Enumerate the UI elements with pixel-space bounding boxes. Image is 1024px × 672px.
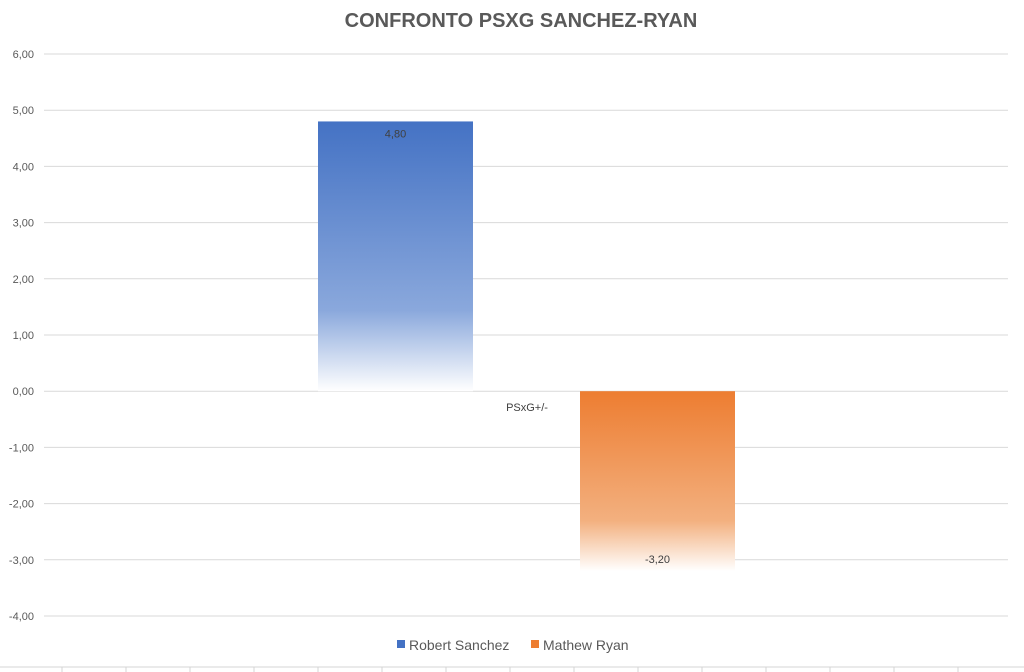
legend: Robert Sanchez Mathew Ryan — [397, 637, 629, 653]
data-labels: 4,80 -3,20 — [385, 128, 670, 566]
bars — [318, 121, 735, 572]
y-tick-label: 4,00 — [13, 161, 34, 173]
bar-robert-sanchez[interactable] — [318, 121, 473, 392]
legend-item-robert-sanchez[interactable]: Robert Sanchez — [397, 637, 509, 653]
category-label: PSxG+/- — [506, 402, 548, 414]
gridlines — [44, 53, 1008, 617]
y-tick-label: -2,00 — [9, 499, 34, 511]
data-label-mathew-ryan: -3,20 — [645, 554, 670, 566]
y-tick-label: 5,00 — [13, 105, 34, 117]
y-tick-label: 6,00 — [13, 49, 34, 61]
legend-item-mathew-ryan[interactable]: Mathew Ryan — [531, 637, 629, 653]
y-axis: 6,00 5,00 4,00 3,00 2,00 1,00 0,00 -1,00 -2,00 -3… — [9, 49, 34, 623]
sheet-gridlines — [0, 666, 1024, 672]
data-label-robert-sanchez: 4,80 — [385, 128, 406, 140]
y-tick-label: -1,00 — [9, 442, 34, 454]
y-tick-label: 0,00 — [13, 386, 34, 398]
legend-swatch-robert-sanchez — [397, 640, 405, 648]
legend-swatch-mathew-ryan — [531, 640, 539, 648]
legend-label-mathew-ryan: Mathew Ryan — [543, 637, 629, 653]
y-tick-label: -4,00 — [9, 611, 34, 623]
y-tick-label: 1,00 — [13, 330, 34, 342]
y-tick-label: -3,00 — [9, 555, 34, 567]
chart-title: CONFRONTO PSXG SANCHEZ-RYAN — [345, 10, 698, 32]
y-tick-label: 3,00 — [13, 218, 34, 230]
bar-mathew-ryan[interactable] — [580, 391, 735, 572]
legend-label-robert-sanchez: Robert Sanchez — [409, 637, 509, 653]
y-tick-label: 2,00 — [13, 274, 34, 286]
